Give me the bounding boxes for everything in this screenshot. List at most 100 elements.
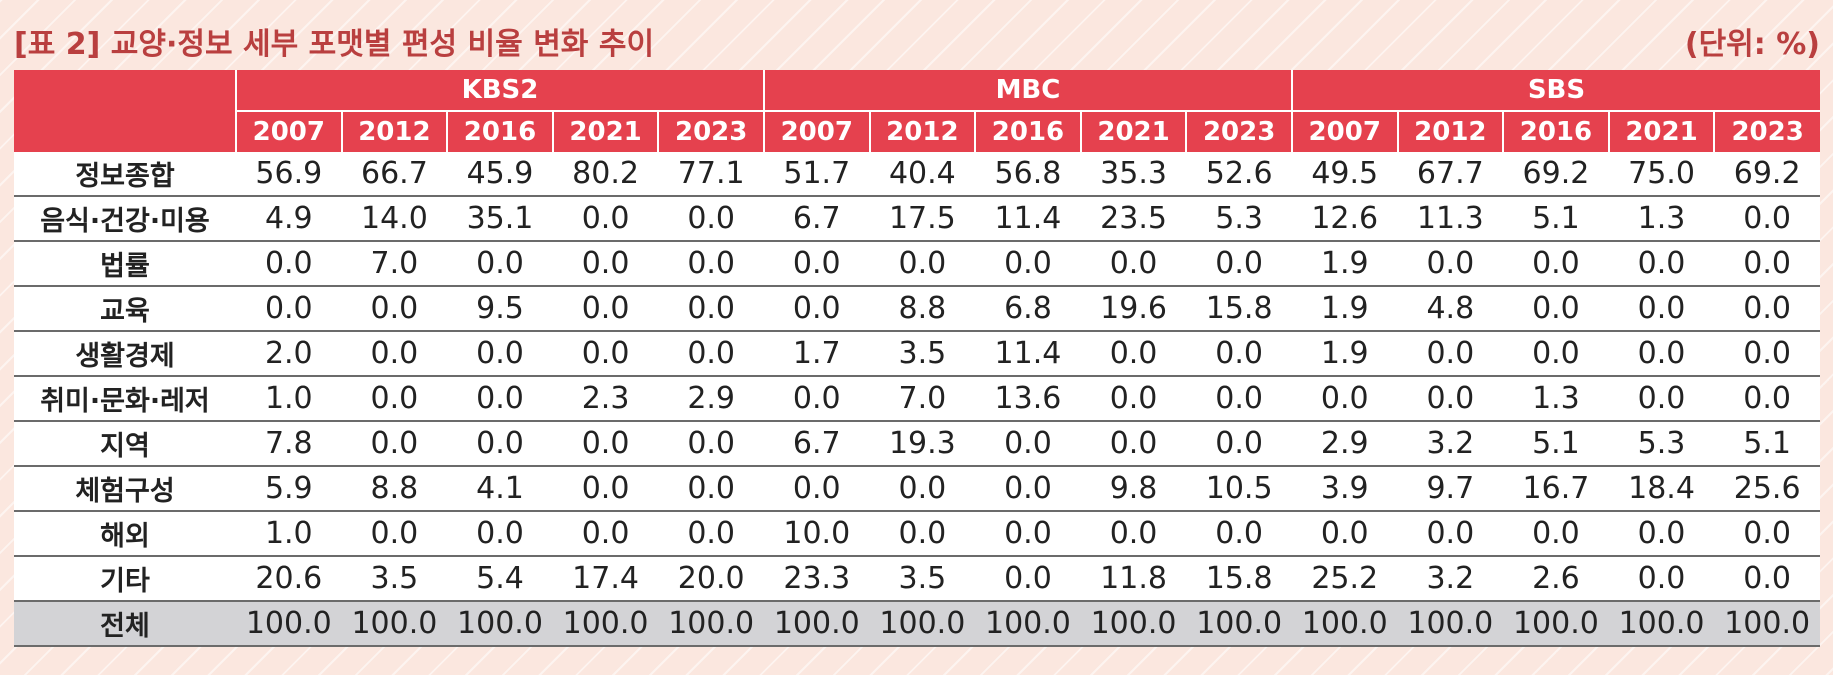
value-cell: 100.0 xyxy=(341,600,448,647)
value-cell: 77.1 xyxy=(658,152,764,196)
value-cell: 40.4 xyxy=(869,152,976,196)
value-cell: 5.3 xyxy=(1608,420,1715,466)
value-cell: 6.7 xyxy=(763,420,870,466)
value-cell: 15.8 xyxy=(1186,285,1292,331)
row-label: 정보종합 xyxy=(14,152,236,196)
value-cell: 0.0 xyxy=(341,420,448,466)
value-cell: 10.5 xyxy=(1186,465,1292,511)
value-cell: 13.6 xyxy=(975,375,1081,421)
value-cell: 0.0 xyxy=(1608,510,1715,556)
value-cell: 3.2 xyxy=(1397,555,1504,601)
value-cell: 5.1 xyxy=(1503,195,1609,241)
value-cell: 0.0 xyxy=(1714,510,1820,556)
row-label: 지역 xyxy=(14,420,236,466)
value-cell: 69.2 xyxy=(1503,152,1609,196)
value-cell: 75.0 xyxy=(1608,152,1715,196)
value-cell: 1.0 xyxy=(236,375,342,421)
value-cell: 23.3 xyxy=(763,555,870,601)
value-cell: 17.5 xyxy=(869,195,976,241)
value-cell: 20.6 xyxy=(236,555,342,601)
title-bar: [표 2] 교양·정보 세부 포맷별 편성 비율 변화 추이 (단위: %) xyxy=(14,16,1820,66)
broadcaster-header-mbc: MBC xyxy=(762,70,1292,111)
value-cell: 0.0 xyxy=(447,330,553,376)
corner-header-cell xyxy=(14,70,236,152)
value-cell: 0.0 xyxy=(658,195,764,241)
value-cell: 0.0 xyxy=(1503,285,1609,331)
value-cell: 100.0 xyxy=(1714,600,1820,647)
value-cell: 45.9 xyxy=(447,152,553,196)
value-cell: 0.0 xyxy=(763,240,870,286)
value-cell: 0.0 xyxy=(975,465,1081,511)
row-label: 취미·문화·레저 xyxy=(14,375,236,421)
value-cell: 6.7 xyxy=(763,195,870,241)
value-cell: 2.3 xyxy=(552,375,659,421)
value-cell: 0.0 xyxy=(552,195,659,241)
value-cell: 25.2 xyxy=(1291,555,1398,601)
year-header-kbs2-2023: 2023 xyxy=(657,110,764,152)
value-cell: 0.0 xyxy=(1186,240,1292,286)
value-cell: 0.0 xyxy=(869,510,976,556)
value-cell: 0.0 xyxy=(975,420,1081,466)
broadcaster-header-row: KBS2 MBC SBS xyxy=(14,70,1820,152)
total-row: 전체 100.0 100.0 100.0 100.0 100.0 100.0 100.0 100… xyxy=(14,600,1820,647)
year-header-sbs-2021: 2021 xyxy=(1607,110,1715,152)
value-cell: 0.0 xyxy=(447,420,553,466)
value-cell: 9.5 xyxy=(447,285,553,331)
value-cell: 0.0 xyxy=(1397,510,1504,556)
row-label: 해외 xyxy=(14,510,236,556)
value-cell: 100.0 xyxy=(1291,600,1398,647)
value-cell: 0.0 xyxy=(1397,240,1504,286)
value-cell: 0.0 xyxy=(1291,510,1398,556)
value-cell: 5.1 xyxy=(1714,420,1820,466)
year-header-mbc-2007: 2007 xyxy=(762,110,870,152)
value-cell: 0.0 xyxy=(763,375,870,421)
table-row: 취미·문화·레저 1.0 0.0 0.0 2.3 2.9 0.0 7.0 13.6 0.0 0.0 0… xyxy=(14,375,1820,421)
value-cell: 100.0 xyxy=(763,600,870,647)
value-cell: 0.0 xyxy=(236,285,342,331)
value-cell: 0.0 xyxy=(447,240,553,286)
value-cell: 5.9 xyxy=(236,465,342,511)
value-cell: 2.6 xyxy=(1503,555,1609,601)
value-cell: 7.8 xyxy=(236,420,342,466)
value-cell: 0.0 xyxy=(1608,330,1715,376)
value-cell: 0.0 xyxy=(658,510,764,556)
table-row: 정보종합 56.9 66.7 45.9 80.2 77.1 51.7 40.4 56.8 35.3… xyxy=(14,152,1820,196)
value-cell: 80.2 xyxy=(552,152,659,196)
value-cell: 0.0 xyxy=(1608,375,1715,421)
value-cell: 2.9 xyxy=(1291,420,1398,466)
value-cell: 0.0 xyxy=(1608,555,1715,601)
year-header-sbs-2012: 2012 xyxy=(1396,110,1504,152)
value-cell: 100.0 xyxy=(1080,600,1187,647)
value-cell: 1.9 xyxy=(1291,285,1398,331)
year-header-mbc-2016: 2016 xyxy=(974,110,1081,152)
value-cell: 23.5 xyxy=(1080,195,1187,241)
value-cell: 0.0 xyxy=(1714,195,1820,241)
value-cell: 0.0 xyxy=(1714,375,1820,421)
value-cell: 6.8 xyxy=(975,285,1081,331)
value-cell: 0.0 xyxy=(1503,510,1609,556)
value-cell: 35.1 xyxy=(447,195,553,241)
value-cell: 56.8 xyxy=(975,152,1081,196)
value-cell: 0.0 xyxy=(341,330,448,376)
value-cell: 56.9 xyxy=(236,152,342,196)
value-cell: 9.7 xyxy=(1397,465,1504,511)
value-cell: 11.3 xyxy=(1397,195,1504,241)
format-ratio-table: KBS2 MBC SBS 2007 2012 2016 2021 2023 2007 2012 2… xyxy=(14,70,1820,647)
value-cell: 0.0 xyxy=(1714,285,1820,331)
value-cell: 0.0 xyxy=(1080,330,1187,376)
year-header-sbs-2023: 2023 xyxy=(1713,110,1820,152)
value-cell: 100.0 xyxy=(1186,600,1292,647)
value-cell: 25.6 xyxy=(1714,465,1820,511)
value-cell: 100.0 xyxy=(552,600,659,647)
value-cell: 14.0 xyxy=(341,195,448,241)
year-header-kbs2-2007: 2007 xyxy=(235,110,342,152)
table-row: 해외 1.0 0.0 0.0 0.0 0.0 10.0 0.0 0.0 0.0 0.0 0.0 0.0 0… xyxy=(14,510,1820,556)
value-cell: 0.0 xyxy=(1608,285,1715,331)
value-cell: 100.0 xyxy=(658,600,764,647)
value-cell: 16.7 xyxy=(1503,465,1609,511)
value-cell: 100.0 xyxy=(1608,600,1715,647)
value-cell: 0.0 xyxy=(658,285,764,331)
value-cell: 100.0 xyxy=(869,600,976,647)
value-cell: 0.0 xyxy=(1080,240,1187,286)
table-row: 음식·건강·미용 4.9 14.0 35.1 0.0 0.0 6.7 17.5 11.4 23.5… xyxy=(14,195,1820,241)
